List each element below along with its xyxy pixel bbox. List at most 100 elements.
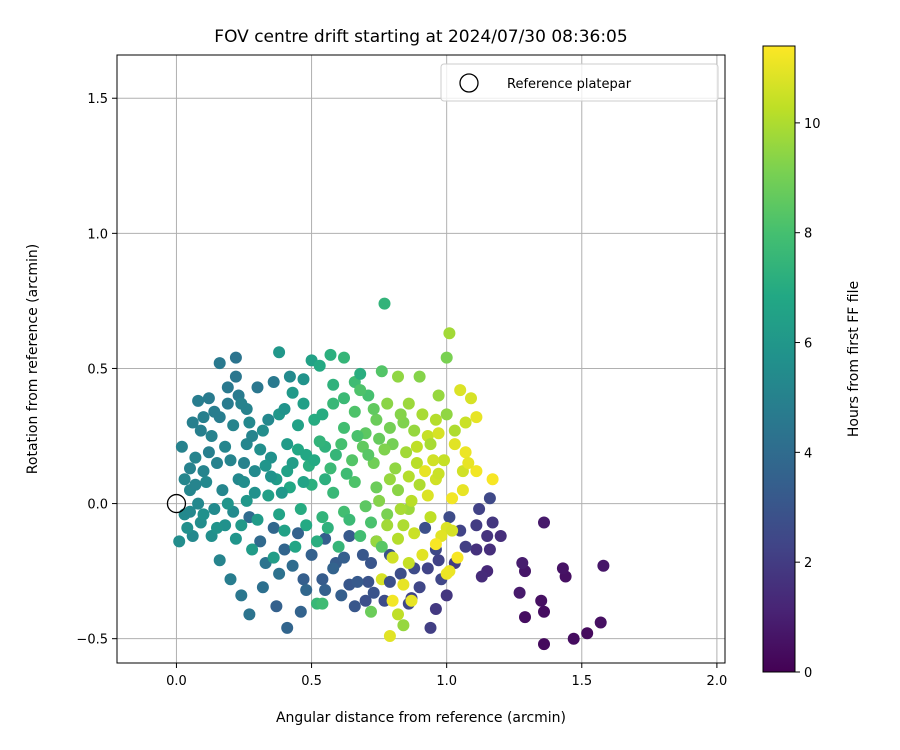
data-point xyxy=(354,367,367,380)
data-point xyxy=(235,589,248,602)
data-point xyxy=(316,597,329,610)
data-point xyxy=(327,486,340,499)
data-point xyxy=(324,348,337,361)
grid-lines xyxy=(117,55,725,663)
data-point xyxy=(246,430,259,442)
data-point xyxy=(186,416,199,429)
data-point xyxy=(381,397,394,410)
data-point xyxy=(516,557,529,569)
data-point xyxy=(513,586,526,599)
data-point xyxy=(197,411,210,424)
data-point xyxy=(356,548,369,561)
data-point xyxy=(338,551,350,564)
data-point xyxy=(413,581,426,594)
data-point xyxy=(297,573,310,586)
data-point xyxy=(408,424,421,437)
data-point xyxy=(238,476,250,488)
data-point xyxy=(470,543,483,556)
data-point xyxy=(238,457,250,469)
data-point xyxy=(259,459,272,472)
data-point xyxy=(454,384,467,397)
data-point xyxy=(486,473,499,486)
x-tick-label: 0.0 xyxy=(166,674,187,689)
y-axis-label: Rotation from reference (arcmin) xyxy=(25,244,41,474)
legend-box xyxy=(440,63,719,102)
data-point xyxy=(194,424,207,437)
data-point xyxy=(470,519,483,532)
data-point xyxy=(538,605,550,618)
y-tick-label: 1.5 xyxy=(87,92,108,107)
data-point xyxy=(278,543,291,556)
data-point xyxy=(367,586,380,599)
data-point xyxy=(419,465,432,478)
data-point xyxy=(313,359,326,372)
data-point xyxy=(416,548,429,561)
data-point xyxy=(367,403,380,415)
data-point xyxy=(311,535,323,548)
x-axis-label: Angular distance from reference (arcmin) xyxy=(276,710,566,726)
data-point xyxy=(359,594,372,607)
data-point xyxy=(440,408,453,421)
data-point xyxy=(443,327,456,340)
data-point xyxy=(308,454,321,467)
data-point xyxy=(432,427,445,440)
data-point xyxy=(538,638,550,651)
data-point xyxy=(416,408,429,421)
data-point xyxy=(229,351,242,364)
data-point xyxy=(208,503,221,515)
data-point xyxy=(281,621,294,634)
data-point xyxy=(270,600,283,613)
data-point xyxy=(365,557,377,569)
data-point xyxy=(378,297,391,310)
data-point xyxy=(319,584,332,596)
data-point xyxy=(273,567,286,580)
data-point xyxy=(402,470,415,483)
data-point xyxy=(397,619,410,632)
data-point xyxy=(262,489,275,502)
x-tick-label: 1.0 xyxy=(436,674,457,689)
data-point xyxy=(370,481,383,494)
data-point xyxy=(405,494,418,507)
data-point xyxy=(211,521,223,534)
data-point xyxy=(354,384,367,397)
data-point xyxy=(392,370,404,383)
data-point xyxy=(448,438,461,451)
data-point xyxy=(300,519,313,532)
data-point xyxy=(392,532,404,545)
data-point xyxy=(267,521,280,534)
data-point xyxy=(465,392,477,405)
data-point xyxy=(235,397,248,410)
x-tick-label: 1.5 xyxy=(571,674,592,689)
data-point xyxy=(424,438,437,451)
data-point xyxy=(427,454,440,467)
data-point xyxy=(335,589,348,602)
data-point xyxy=(278,524,291,537)
data-point xyxy=(451,551,464,564)
data-point xyxy=(329,448,342,461)
data-point xyxy=(316,511,329,524)
data-point xyxy=(294,605,307,618)
data-point xyxy=(365,605,377,618)
data-point xyxy=(373,432,386,445)
data-point xyxy=(394,567,407,580)
data-point xyxy=(338,392,350,405)
data-point xyxy=(200,476,213,488)
data-point xyxy=(448,424,461,437)
data-point xyxy=(440,567,453,580)
data-point xyxy=(470,465,483,478)
data-point xyxy=(440,589,453,602)
data-point xyxy=(346,454,359,467)
colorbar-tick-label: 0 xyxy=(804,666,812,681)
data-point xyxy=(175,440,188,453)
data-point xyxy=(438,454,450,467)
x-tick-label: 0.5 xyxy=(301,674,322,689)
data-point xyxy=(429,413,442,426)
y-tick-label: 0.0 xyxy=(87,498,108,513)
data-point xyxy=(281,438,294,451)
data-point xyxy=(262,413,275,426)
data-point xyxy=(348,405,361,418)
data-point xyxy=(216,484,229,497)
data-point xyxy=(248,486,261,499)
data-point xyxy=(192,394,205,407)
data-point xyxy=(410,440,423,453)
